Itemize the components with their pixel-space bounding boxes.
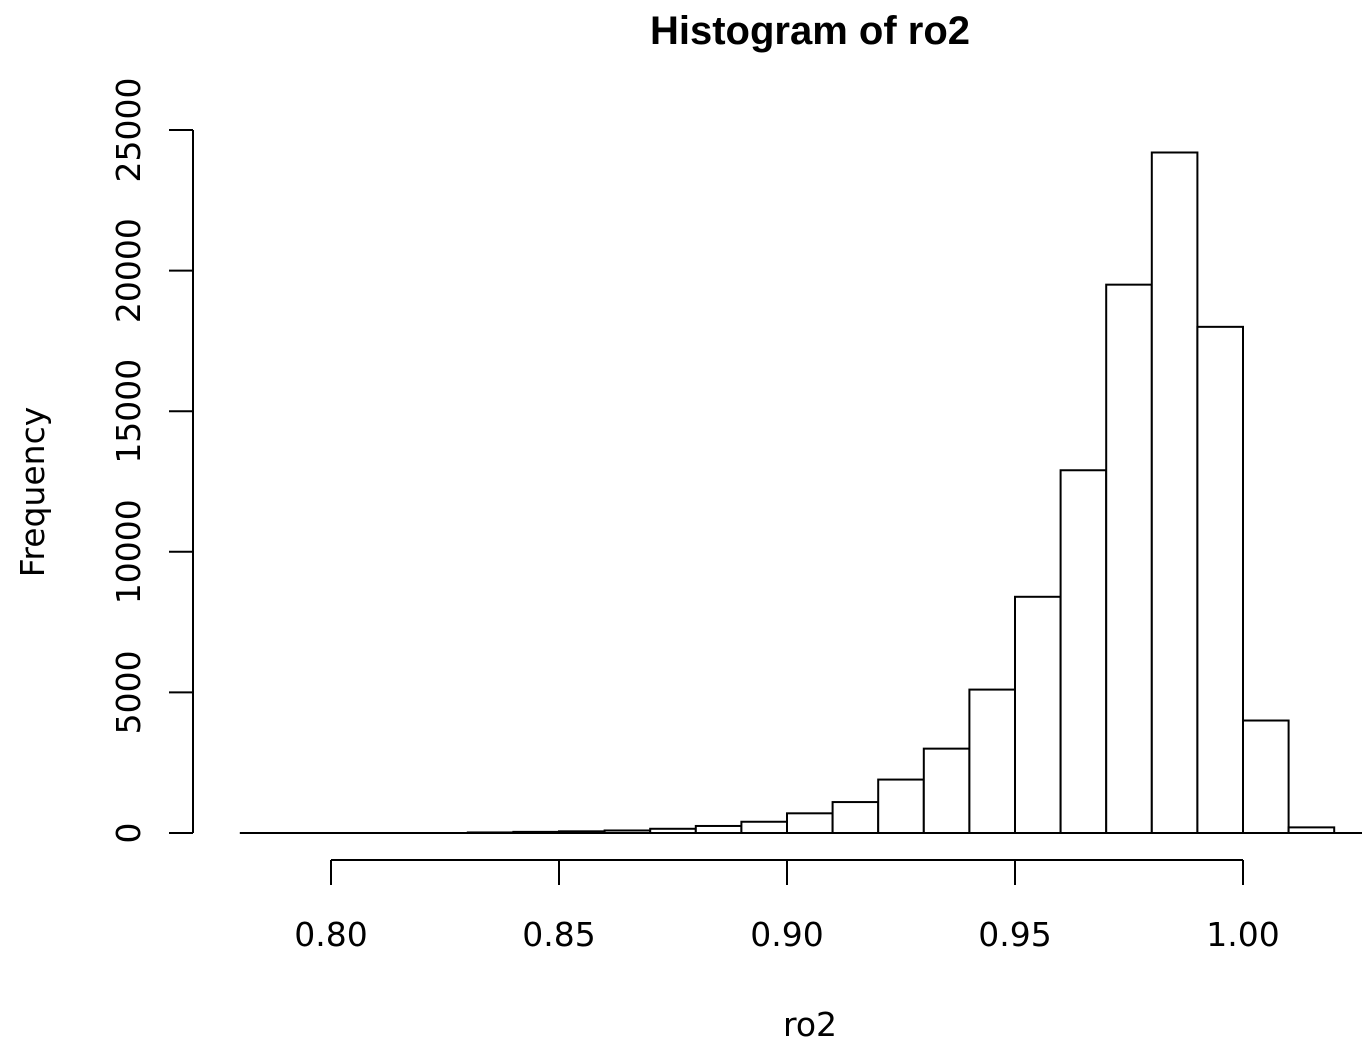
- y-tick-label: 10000: [109, 499, 148, 604]
- y-tick-label: 20000: [109, 218, 148, 323]
- histogram-bar-11: [740, 820, 789, 835]
- histogram-bar-12: [786, 812, 834, 834]
- bars: [239, 151, 1336, 835]
- histogram-bar-15: [922, 747, 971, 835]
- x-tick-label: 0.90: [750, 915, 823, 954]
- histogram-bar-21: [1196, 325, 1245, 834]
- x-axis: 0.80 0.85 0.90 0.95 1.00: [240, 832, 1362, 954]
- x-tick-label: 0.95: [978, 915, 1051, 954]
- histogram-bar-13: [831, 801, 880, 834]
- histogram-bar-20: [1150, 151, 1199, 835]
- x-tick-label: 0.85: [522, 915, 595, 954]
- histogram-bar-10: [694, 824, 743, 834]
- histogram-bar-19: [1105, 283, 1153, 835]
- y-tick-label: 5000: [109, 650, 148, 734]
- y-tick-label: 0: [109, 823, 148, 844]
- x-tick-label: 0.80: [294, 915, 367, 954]
- histogram-bar-18: [1059, 469, 1108, 834]
- y-axis-label: Frequency: [13, 407, 52, 577]
- chart-title: Histogram of ro2: [650, 9, 970, 53]
- histogram-bar-17: [1014, 595, 1062, 834]
- y-tick-label: 25000: [109, 78, 148, 183]
- x-tick-label: 1.00: [1206, 915, 1279, 954]
- x-axis-label: ro2: [783, 1005, 837, 1042]
- histogram-bar-22: [1242, 719, 1290, 835]
- y-axis: 0 5000 10000 15000 20000 25000: [109, 78, 194, 844]
- y-tick-label: 15000: [109, 359, 148, 464]
- histogram-bar-14: [877, 778, 925, 835]
- histogram-bar-16: [968, 688, 1017, 835]
